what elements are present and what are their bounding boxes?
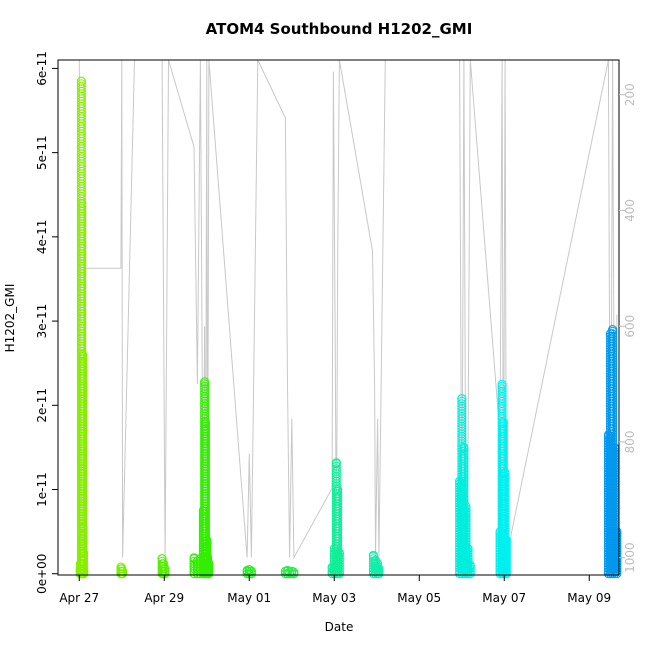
x-tick-label: May 09	[567, 591, 611, 605]
series-8	[455, 394, 475, 579]
x-tick-label: Apr 27	[59, 591, 99, 605]
data-point	[374, 564, 384, 579]
data-point	[612, 527, 622, 579]
data-point	[501, 535, 511, 579]
y-tick-label: 4e-11	[35, 220, 49, 255]
pressure-line	[78, 59, 618, 560]
series-9	[495, 379, 511, 579]
chart-title: ATOM4 Southbound H1202_GMI	[206, 20, 473, 38]
y-tick-label: 0e+00	[35, 554, 49, 594]
series-6	[327, 458, 344, 579]
x-axis: Apr 27 Apr 29 May 01 May 03 May 05 May 07 May …	[59, 575, 611, 605]
x-tick-label: May 07	[482, 591, 526, 605]
y2-tick-label: 600	[623, 315, 637, 338]
y2-tick-label: 200	[623, 83, 637, 106]
x-tick-label: Apr 29	[144, 591, 184, 605]
data-point	[334, 548, 344, 579]
pressure-series	[78, 59, 618, 560]
x-tick-label: May 01	[227, 591, 271, 605]
y-tick-label: 1e-11	[35, 472, 49, 507]
data-points	[75, 76, 622, 579]
series-0	[75, 76, 89, 579]
y-tick-label: 5e-11	[35, 135, 49, 170]
x-tick-label: May 03	[312, 591, 356, 605]
series-7	[368, 550, 384, 579]
data-point	[204, 559, 214, 579]
y2-tick-label: 1000	[623, 542, 637, 573]
y2-tick-label: 400	[623, 199, 637, 222]
series-5	[280, 565, 299, 579]
y-axis-label: H1202_GMI	[3, 284, 17, 353]
y-axis: 0e+00 1e-11 2e-11 3e-11 4e-11 5e-11 6e-11	[35, 51, 58, 594]
series-10	[603, 325, 622, 579]
y-tick-label: 3e-11	[35, 304, 49, 339]
x-axis-label: Date	[325, 620, 354, 634]
series-3	[189, 377, 214, 579]
data-point	[289, 567, 299, 579]
y2-tick-label: 800	[623, 430, 637, 453]
y2-axis: 200 400 600 800 1000	[619, 83, 637, 573]
series-2	[157, 554, 170, 579]
x-tick-label: May 05	[397, 591, 441, 605]
plot-frame	[57, 59, 620, 576]
y-tick-label: 2e-11	[35, 388, 49, 423]
y-tick-label: 6e-11	[35, 51, 49, 86]
